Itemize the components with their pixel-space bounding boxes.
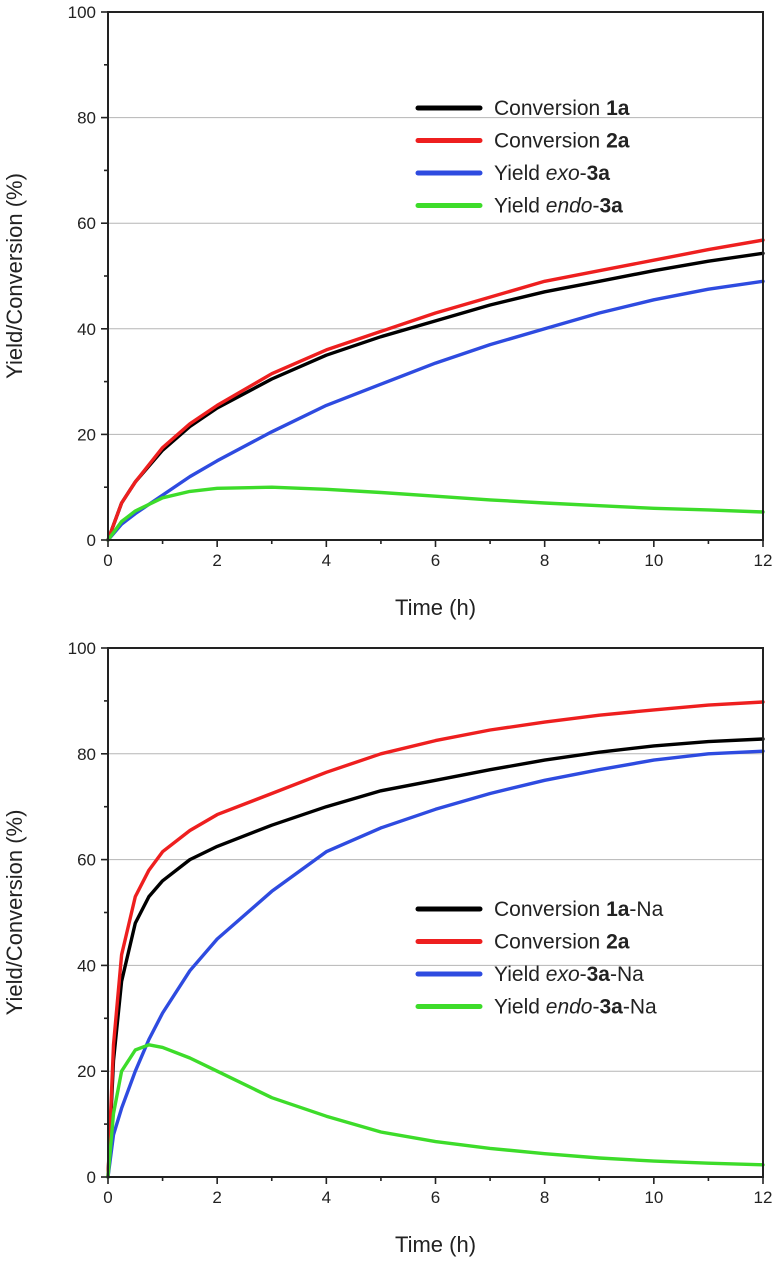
legend-label-3: Yield endo-3a xyxy=(494,195,623,218)
y-tick-label-80: 80 xyxy=(77,109,96,128)
legend-label-3: Yield endo-3a-Na xyxy=(494,996,657,1019)
legend-label-1: Conversion 2a xyxy=(494,931,630,954)
y-axis-label: Yield/Conversion (%) xyxy=(2,173,27,379)
plot-frame xyxy=(107,11,764,541)
x-tick-label-12: 12 xyxy=(754,551,773,570)
x-tick-label-4: 4 xyxy=(322,551,331,570)
series-line-0 xyxy=(106,737,765,1179)
x-tick-label-2: 2 xyxy=(212,1188,221,1207)
panel-bottom-chart: 0 20 40 60 80 100 0 2 4 6 8 10 12 Time (h) Yield/Conve… xyxy=(2,639,772,1257)
plot-frame xyxy=(107,647,764,1178)
legend: Conversion 1a Conversion 2a Yield exo-3a Yi… xyxy=(415,97,630,218)
legend-label-0: Conversion 1a-Na xyxy=(494,898,664,921)
y-tick-label-40: 40 xyxy=(77,320,96,339)
x-tick-label-0: 0 xyxy=(103,1188,112,1207)
x-tick-label-12: 12 xyxy=(754,1188,773,1207)
x-tick-label-6: 6 xyxy=(431,551,440,570)
y-tick-label-20: 20 xyxy=(77,1062,96,1081)
y-tick-label-80: 80 xyxy=(77,745,96,764)
x-tick-label-8: 8 xyxy=(540,1188,549,1207)
x-axis-label: Time (h) xyxy=(395,1232,476,1257)
legend: Conversion 1a-Na Conversion 2a Yield exo-3… xyxy=(415,898,664,1019)
legend-label-1: Conversion 2a xyxy=(494,130,630,153)
x-tick-label-6: 6 xyxy=(431,1188,440,1207)
x-tick-label-8: 8 xyxy=(540,551,549,570)
series-line-1 xyxy=(106,238,765,542)
x-tick-label-4: 4 xyxy=(322,1188,331,1207)
x-tick-label-2: 2 xyxy=(212,551,221,570)
legend-label-2: Yield exo-3a-Na xyxy=(494,963,644,986)
x-tick-label-0: 0 xyxy=(103,551,112,570)
x-axis-label: Time (h) xyxy=(395,595,476,620)
y-tick-label-20: 20 xyxy=(77,425,96,444)
y-tick-label-60: 60 xyxy=(77,214,96,233)
y-tick-label-100: 100 xyxy=(68,639,96,658)
series-line-3 xyxy=(106,1043,765,1179)
y-tick-label-40: 40 xyxy=(77,956,96,975)
x-tick-label-10: 10 xyxy=(644,1188,663,1207)
y-tick-label-60: 60 xyxy=(77,851,96,870)
y-tick-label-0: 0 xyxy=(87,1168,96,1187)
legend-label-0: Conversion 1a xyxy=(494,97,630,120)
series-line-1 xyxy=(106,700,765,1179)
series-line-2 xyxy=(106,749,765,1179)
series-line-3 xyxy=(106,485,765,542)
y-tick-label-0: 0 xyxy=(87,531,96,550)
panel-top-chart: 0 20 40 60 80 100 0 2 4 6 8 10 12 Time (h) Yield/Conve… xyxy=(2,3,772,620)
legend-label-2: Yield exo-3a xyxy=(494,162,610,185)
x-tick-label-10: 10 xyxy=(644,551,663,570)
y-axis-label: Yield/Conversion (%) xyxy=(2,810,27,1016)
y-tick-label-100: 100 xyxy=(68,3,96,22)
